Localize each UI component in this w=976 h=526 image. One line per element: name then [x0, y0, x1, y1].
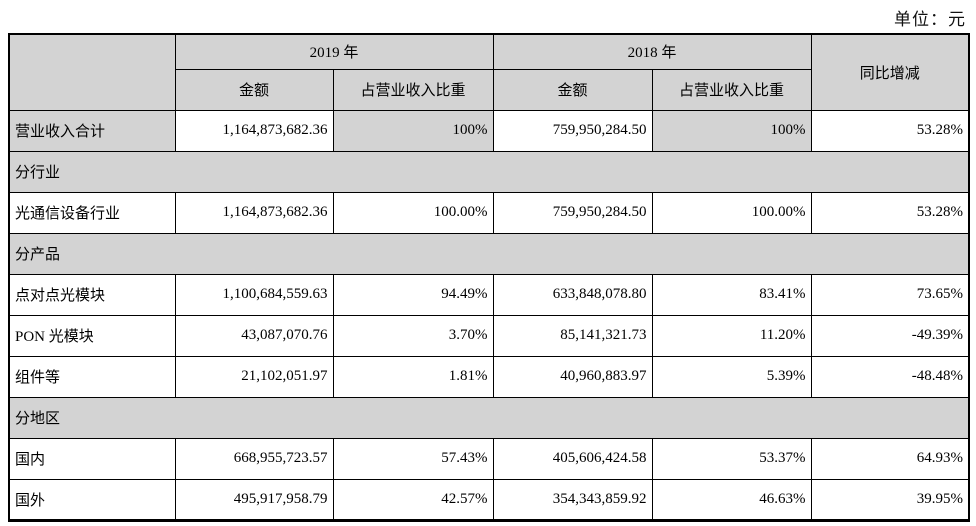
proportion-2018: 100.00%	[651, 191, 812, 234]
row-label: 营业收入合计	[8, 109, 176, 152]
proportion-2019: 57.43%	[332, 437, 494, 480]
proportion-2018: 53.37%	[651, 437, 812, 480]
yoy-change: -48.48%	[810, 355, 970, 398]
row-label: PON 光模块	[8, 314, 176, 357]
proportion-2018: 11.20%	[651, 314, 812, 357]
section-label: 分产品	[8, 232, 970, 275]
proportion-2018: 100%	[651, 109, 812, 152]
amount-2019: 1,164,873,682.36	[174, 109, 334, 152]
header-year-2018: 2018 年	[492, 33, 812, 70]
row-label: 点对点光模块	[8, 273, 176, 316]
yoy-change: 73.65%	[810, 273, 970, 316]
amount-2019: 1,100,684,559.63	[174, 273, 334, 316]
row-label: 组件等	[8, 355, 176, 398]
yoy-change: 53.28%	[810, 109, 970, 152]
header-proportion-2019: 占营业收入比重	[332, 68, 494, 111]
proportion-2019: 42.57%	[332, 478, 494, 521]
revenue-breakdown-table: 2019 年 2018 年 同比增减 金额 占营业收入比重 金额 占营业收入比重…	[8, 33, 971, 522]
proportion-2019: 1.81%	[332, 355, 494, 398]
proportion-2019: 100.00%	[332, 191, 494, 234]
table-section-row-by-region: 分地区	[8, 396, 970, 439]
row-label: 国内	[8, 437, 176, 480]
table-row-pon-optical-module: PON 光模块 43,087,070.76 3.70% 85,141,321.7…	[8, 314, 970, 357]
yoy-change: -49.39%	[810, 314, 970, 357]
amount-2019: 1,164,873,682.36	[174, 191, 334, 234]
header-amount-2018: 金额	[492, 68, 653, 111]
table-row-components: 组件等 21,102,051.97 1.81% 40,960,883.97 5.…	[8, 355, 970, 398]
header-corner-cell	[8, 33, 176, 111]
header-year-2019: 2019 年	[174, 33, 494, 70]
amount-2019: 495,917,958.79	[174, 478, 334, 521]
amount-2018: 354,343,859.92	[492, 478, 653, 521]
table-section-row-by-product: 分产品	[8, 232, 970, 275]
amount-2018: 85,141,321.73	[492, 314, 653, 357]
table-row-total-revenue: 营业收入合计 1,164,873,682.36 100% 759,950,284…	[8, 109, 970, 152]
amount-2018: 40,960,883.97	[492, 355, 653, 398]
row-label: 光通信设备行业	[8, 191, 176, 234]
header-amount-2019: 金额	[174, 68, 334, 111]
amount-2018: 405,606,424.58	[492, 437, 653, 480]
amount-2019: 668,955,723.57	[174, 437, 334, 480]
header-proportion-2018: 占营业收入比重	[651, 68, 812, 111]
proportion-2018: 5.39%	[651, 355, 812, 398]
amount-2018: 633,848,078.80	[492, 273, 653, 316]
amount-2018: 759,950,284.50	[492, 109, 653, 152]
yoy-change: 39.95%	[810, 478, 970, 521]
proportion-2019: 94.49%	[332, 273, 494, 316]
table-header-row-metrics: 金额 占营业收入比重 金额 占营业收入比重	[9, 68, 969, 111]
proportion-2018: 83.41%	[651, 273, 812, 316]
row-label: 国外	[8, 478, 176, 521]
table-row-overseas: 国外 495,917,958.79 42.57% 354,343,859.92 …	[8, 478, 970, 521]
proportion-2019: 3.70%	[332, 314, 494, 357]
table-section-row-by-industry: 分行业	[8, 150, 970, 193]
table-row-optical-comm-equipment: 光通信设备行业 1,164,873,682.36 100.00% 759,950…	[8, 191, 970, 234]
amount-2019: 43,087,070.76	[174, 314, 334, 357]
table-row-p2p-optical-module: 点对点光模块 1,100,684,559.63 94.49% 633,848,0…	[8, 273, 970, 316]
amount-2018: 759,950,284.50	[492, 191, 653, 234]
table-header-row-years: 2019 年 2018 年 同比增减	[8, 33, 970, 111]
section-label: 分行业	[8, 150, 970, 193]
unit-label: 单位：元	[894, 10, 966, 29]
amount-2019: 21,102,051.97	[174, 355, 334, 398]
header-yoy-change: 同比增减	[810, 33, 970, 111]
table-row-domestic: 国内 668,955,723.57 57.43% 405,606,424.58 …	[8, 437, 970, 480]
proportion-2019: 100%	[332, 109, 494, 152]
yoy-change: 64.93%	[810, 437, 970, 480]
proportion-2018: 46.63%	[651, 478, 812, 521]
yoy-change: 53.28%	[810, 191, 970, 234]
section-label: 分地区	[8, 396, 970, 439]
